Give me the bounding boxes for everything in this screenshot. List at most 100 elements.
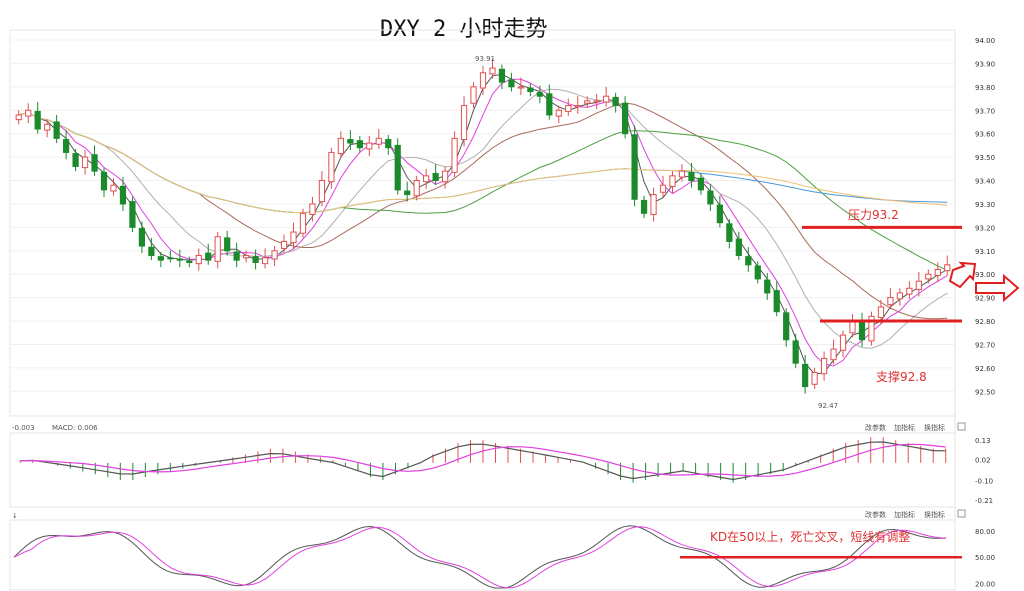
kd-line: [13, 525, 947, 589]
candle-body: [243, 254, 250, 259]
candle-body: [138, 228, 146, 247]
candle-body: [754, 265, 761, 280]
macd-btn-params[interactable]: 改参数: [865, 423, 886, 432]
kd-btn-add[interactable]: 加指标: [894, 510, 915, 519]
candle-body: [460, 105, 468, 141]
candle-body: [100, 171, 108, 191]
price-axis: 94.00 93.90 93.80 93.70 93.60 93.50 93.40 93.30…: [975, 37, 995, 396]
macd-line: [20, 441, 946, 481]
candle-body: [44, 123, 51, 131]
candle-body: [603, 95, 610, 103]
candle-body: [612, 96, 619, 107]
candle-body: [72, 153, 79, 167]
candle-body: [934, 269, 941, 276]
candle-body: [735, 238, 742, 256]
candle-body: [593, 100, 600, 103]
macd-tick-label: -0.10: [975, 478, 993, 486]
candle-body: [479, 72, 487, 89]
price-tick-label: 93.60: [975, 131, 995, 139]
kd-line: [13, 526, 947, 589]
candle-body: [783, 312, 790, 341]
candle-body: [157, 256, 164, 261]
price-tick-label: 93.50: [975, 154, 995, 162]
candle-body: [337, 137, 344, 155]
candle-body: [527, 87, 534, 93]
candle-body: [233, 251, 240, 261]
price-tick-label: 92.60: [975, 365, 995, 373]
candle-body: [574, 105, 581, 108]
candle-body: [915, 280, 922, 290]
candle-body: [650, 194, 657, 215]
candle-body: [925, 273, 932, 280]
kd-btn-params[interactable]: 改参数: [865, 510, 886, 519]
arrow-right-icon: [975, 273, 1020, 303]
candle-body: [640, 199, 648, 214]
candle-body: [622, 102, 629, 135]
macd-legend: MACD: 0.006: [52, 424, 98, 432]
candle-body: [678, 170, 686, 178]
candle-body: [659, 184, 667, 193]
candle-body: [726, 223, 733, 242]
candle-body: [631, 134, 638, 200]
macd-axis: 0.13 0.02 -0.10 -0.21: [975, 437, 993, 505]
candle-body: [404, 190, 411, 196]
candle-body: [385, 139, 392, 149]
low-label: 92.47: [818, 402, 838, 410]
candle-body: [565, 105, 572, 112]
candle-body: [119, 185, 127, 205]
candle-body: [176, 258, 183, 261]
price-tick-label: 93.90: [975, 60, 995, 68]
macd-tick-label: 0.13: [975, 437, 991, 445]
candle-body: [669, 175, 676, 187]
price-tick-label: 93.20: [975, 224, 995, 232]
candle-body: [887, 297, 894, 306]
arrow-diag-icon: [948, 261, 977, 289]
candle-body: [299, 212, 307, 234]
candle-body: [688, 171, 695, 182]
kd-note: KD在50以上，死亡交叉，短线有调整: [710, 529, 910, 544]
candle-body: [148, 246, 155, 256]
kd-tick-label: 20.00: [975, 581, 995, 589]
candle-body: [432, 172, 439, 182]
close-icon[interactable]: [957, 509, 966, 518]
candle-body: [584, 100, 591, 104]
ma-line: [18, 88, 948, 349]
candle-body: [34, 110, 41, 130]
candle-body: [356, 140, 363, 149]
candle-body: [773, 290, 780, 313]
candle-body: [508, 79, 515, 88]
candle-body: [15, 114, 22, 121]
price-tick-label: 93.00: [975, 271, 995, 279]
price-tick-label: 94.00: [975, 37, 995, 45]
candle-body: [129, 201, 136, 228]
candles: [15, 58, 951, 394]
price-tick-label: 93.40: [975, 178, 995, 186]
macd-line: [20, 443, 946, 477]
kd-axis: 80.00 50.00 20.00: [975, 528, 995, 589]
macd-btn-swap[interactable]: 换指标: [924, 423, 945, 432]
candle-body: [944, 264, 951, 272]
candle-body: [214, 236, 221, 262]
candle-body: [489, 67, 496, 75]
candle-body: [820, 358, 828, 375]
kd-panel: [13, 525, 962, 589]
candle-body: [290, 231, 297, 244]
candle-body: [858, 321, 866, 341]
candle-body: [423, 175, 430, 183]
candle-body: [555, 109, 562, 117]
candle-body: [110, 184, 117, 192]
kd-tick-label: 50.00: [975, 554, 995, 562]
macd-panel: [19, 437, 947, 483]
candle-body: [375, 137, 382, 145]
candle-body: [186, 260, 193, 263]
kd-btn-swap[interactable]: 换指标: [924, 510, 945, 519]
price-tick-label: 92.50: [975, 388, 995, 396]
moving-averages: [18, 73, 948, 375]
price-tick-label: 93.10: [975, 248, 995, 256]
support-label: 支撑92.8: [876, 369, 927, 384]
price-tick-label: 93.80: [975, 84, 995, 92]
close-icon[interactable]: [957, 422, 966, 431]
macd-btn-add[interactable]: 加指标: [894, 423, 915, 432]
candle-body: [195, 254, 202, 265]
